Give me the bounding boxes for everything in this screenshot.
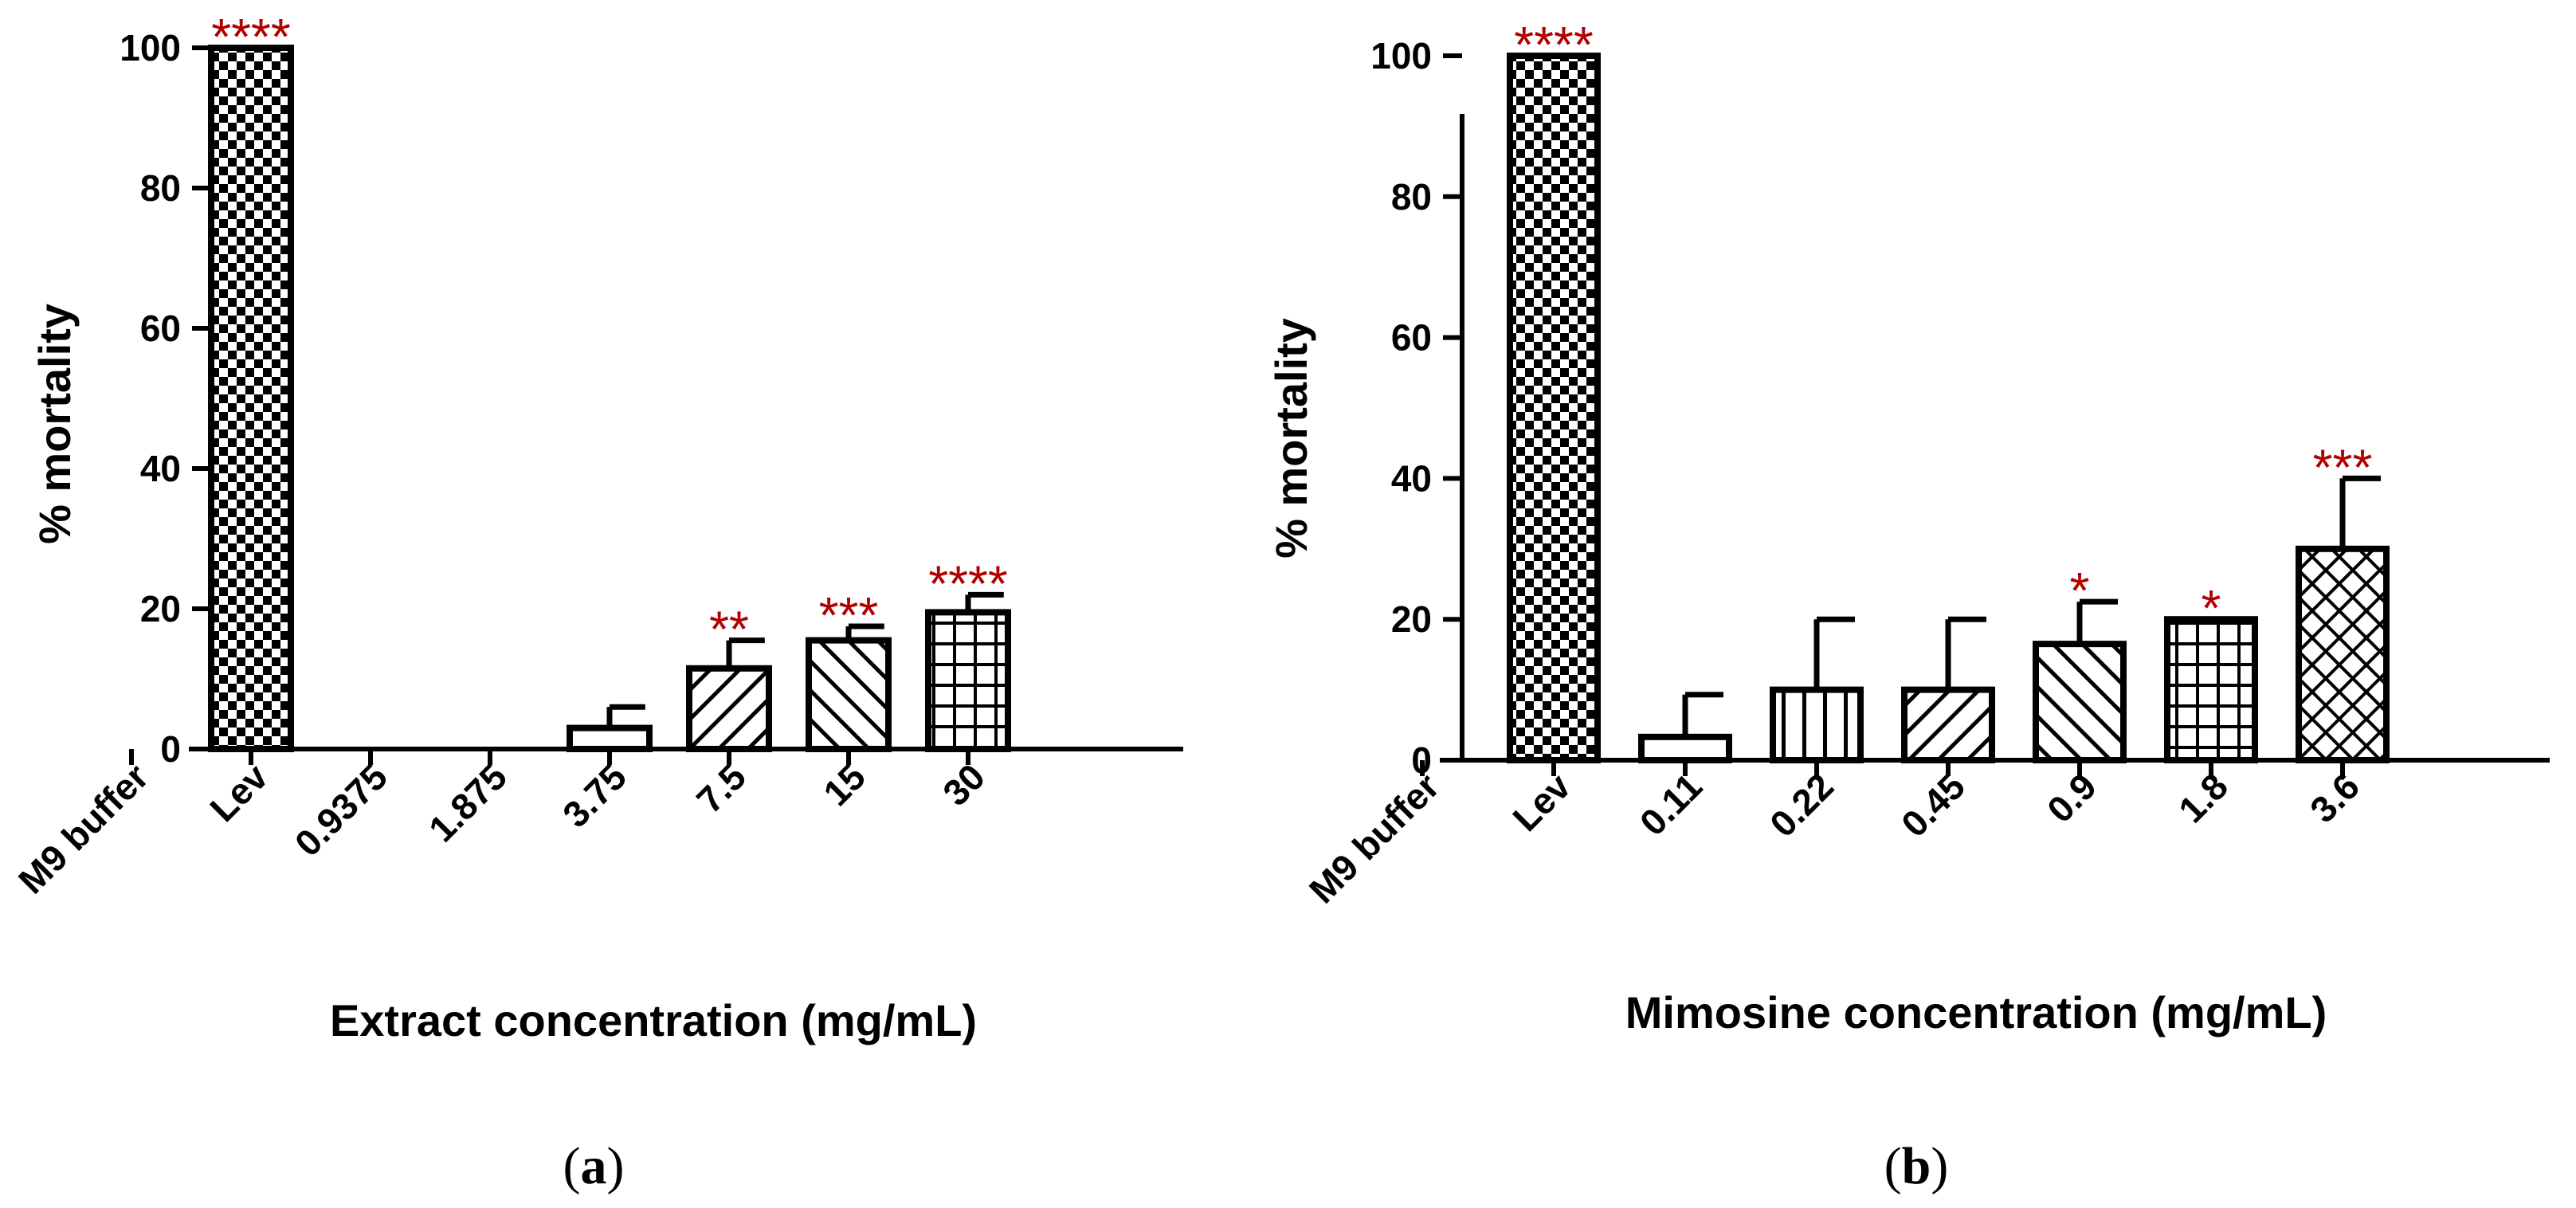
x-tick-label: Lev (1504, 765, 1578, 839)
y-tick-label: 20 (140, 588, 181, 629)
x-tick-label: 3.75 (555, 755, 634, 835)
x-tick-label: 0.45 (1893, 765, 1973, 845)
x-tick-label: 3.6 (2302, 765, 2367, 830)
bar (2296, 545, 2390, 763)
y-tick-label: 60 (140, 308, 181, 349)
y-tick-label: 100 (1370, 35, 1432, 76)
bar (2164, 616, 2258, 764)
bar (686, 665, 772, 752)
significance-label: * (2070, 562, 2090, 619)
bars: ****** ******* (208, 8, 1011, 753)
bars: ***** **** (1507, 16, 2390, 764)
significance-label: **** (211, 8, 291, 65)
bar (1638, 733, 1732, 764)
y-tick-label: 80 (1391, 176, 1432, 218)
y-ticks: 0 20 40 60 80 100 (120, 27, 211, 770)
y-axis-label: % mortality (29, 304, 80, 544)
x-tick-label: M9 buffer (1301, 765, 1447, 911)
x-axis-label: Mimosine concentration (mg/mL) (1625, 987, 2327, 1037)
bar (1770, 686, 1864, 763)
bar (806, 637, 892, 752)
x-tick-label: Lev (202, 755, 276, 830)
x-tick-labels: M9 buffer Lev 0.9375 1.875 3.75 7.5 15 30 (10, 749, 993, 901)
bar (567, 724, 653, 752)
x-tick-label: M9 buffer (10, 755, 156, 901)
y-axis-label: % mortality (1266, 318, 1316, 559)
significance-label: **** (928, 555, 1008, 612)
bar (925, 609, 1011, 753)
significance-label: ** (709, 601, 749, 658)
significance-label: * (2202, 579, 2221, 637)
x-tick-label: 7.5 (688, 755, 754, 821)
x-tick-label: 0.11 (1632, 765, 1710, 843)
y-tick-label: 20 (1391, 598, 1432, 640)
y-tick-label: 100 (120, 27, 181, 69)
x-tick-label: 15 (815, 755, 873, 814)
bar (2033, 641, 2127, 764)
x-tick-label: 1.875 (421, 755, 515, 849)
y-tick-label: 60 (1391, 317, 1432, 359)
x-tick-label: 0.9 (2039, 765, 2104, 830)
significance-label: *** (2313, 438, 2373, 496)
bar (1507, 53, 1601, 763)
y-tick-label: 40 (1391, 457, 1432, 499)
x-tick-label: 30 (935, 755, 993, 814)
bar (208, 45, 294, 752)
bar (1901, 686, 1995, 763)
x-tick-label: 0.9375 (287, 755, 395, 864)
y-tick-label: 0 (160, 728, 181, 770)
x-tick-label: 1.8 (2170, 765, 2236, 830)
panel-label-b: (b) (1884, 1137, 1949, 1195)
x-tick-labels: M9 buffer Lev 0.11 0.22 0.45 0.9 1.8 3.6 (1301, 760, 2367, 911)
x-tick-label: 0.22 (1762, 765, 1841, 845)
significance-label: *** (819, 586, 879, 644)
y-tick-label: 80 (140, 167, 181, 209)
x-axis-label: Extract concentration (mg/mL) (330, 995, 977, 1045)
y-tick-label: 40 (140, 448, 181, 489)
significance-label: **** (1514, 16, 1594, 73)
panel-label-a: (a) (563, 1137, 625, 1195)
